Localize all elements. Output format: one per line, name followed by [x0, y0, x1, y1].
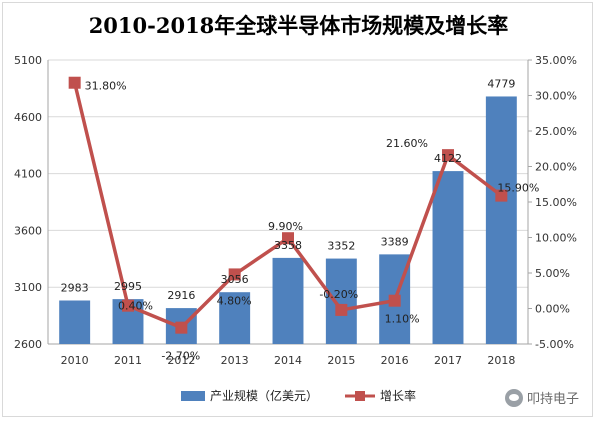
bar	[432, 171, 464, 344]
bar-data-label: 3358	[274, 239, 302, 252]
x-tick-label: 2018	[487, 354, 515, 367]
bar-data-label: 3352	[327, 240, 355, 253]
legend-bar-swatch	[181, 391, 205, 401]
growth-rate-data-label: 15.90%	[497, 182, 539, 195]
legend-line-marker	[355, 391, 365, 401]
x-tick-label: 2015	[327, 354, 355, 367]
growth-rate-point	[122, 299, 134, 312]
growth-rate-data-label: -2.70%	[161, 350, 200, 363]
growth-rate-point	[388, 294, 401, 307]
growth-rate-data-label: 21.60%	[386, 137, 428, 150]
legend-line-label: 增长率	[380, 388, 416, 403]
x-tick-label: 2014	[274, 354, 302, 367]
bar-data-label: 2995	[114, 280, 142, 293]
legend-bar-label: 产业规模（亿美元）	[210, 388, 318, 403]
y-left-tick-label: 3600	[14, 224, 42, 237]
watermark: 叩持电子	[504, 388, 579, 407]
growth-rate-point	[282, 232, 294, 245]
bar	[219, 292, 251, 344]
chart-frame	[2, 2, 593, 417]
growth-rate-point	[335, 303, 348, 316]
bar-data-label: 2916	[167, 289, 195, 302]
bar	[59, 300, 91, 344]
growth-rate-data-label: 0.40%	[118, 300, 153, 313]
x-tick-label: 2013	[221, 354, 249, 367]
watermark-text: 叩持电子	[526, 392, 579, 407]
x-tick-label: 2016	[381, 354, 409, 367]
growth-rate-point	[495, 189, 508, 202]
bar-data-label: 3389	[381, 235, 409, 248]
bar	[485, 96, 517, 344]
bar-data-label: 4122	[434, 152, 462, 165]
wechat-icon	[504, 388, 523, 407]
growth-rate-point	[68, 76, 81, 89]
y-right-tick-label: 30.00%	[535, 90, 577, 103]
x-tick-label: 2010	[61, 354, 89, 367]
y-left-tick-label: 4100	[14, 168, 42, 181]
y-right-tick-label: 10.00%	[535, 232, 577, 245]
y-right-tick-label: -5.00%	[535, 338, 574, 351]
x-tick-label: 2017	[434, 354, 462, 367]
y-right-tick-label: 15.00%	[535, 196, 577, 209]
growth-rate-point	[175, 321, 188, 334]
bar-data-label: 3056	[221, 273, 249, 286]
bar-data-label: 2983	[61, 281, 89, 294]
bar-data-label: 4779	[487, 77, 515, 90]
y-right-tick-label: 0.00%	[535, 303, 570, 316]
growth-rate-data-label: 9.90%	[268, 220, 303, 233]
chart-title: 2010-2018年全球半导体市场规模及增长率	[88, 13, 509, 38]
growth-rate-point	[228, 268, 241, 281]
y-right-tick-label: 20.00%	[535, 161, 577, 174]
y-left-tick-label: 2600	[14, 338, 42, 351]
y-right-tick-label: 35.00%	[535, 54, 577, 67]
y-left-tick-label: 4600	[14, 111, 42, 124]
y-right-tick-label: 25.00%	[535, 125, 577, 138]
y-left-tick-label: 5100	[14, 54, 42, 67]
growth-rate-point	[442, 149, 454, 162]
y-right-tick-label: 5.00%	[535, 267, 570, 280]
bar	[272, 257, 304, 344]
x-tick-label: 2012	[167, 354, 195, 367]
x-tick-label: 2011	[114, 354, 142, 367]
growth-rate-data-label: 31.80%	[85, 80, 127, 93]
growth-rate-data-label: -0.20%	[319, 288, 358, 301]
bar	[325, 258, 357, 344]
growth-rate-data-label: 1.10%	[385, 313, 420, 326]
y-left-tick-label: 3100	[14, 281, 42, 294]
growth-rate-data-label: 4.80%	[217, 294, 252, 307]
